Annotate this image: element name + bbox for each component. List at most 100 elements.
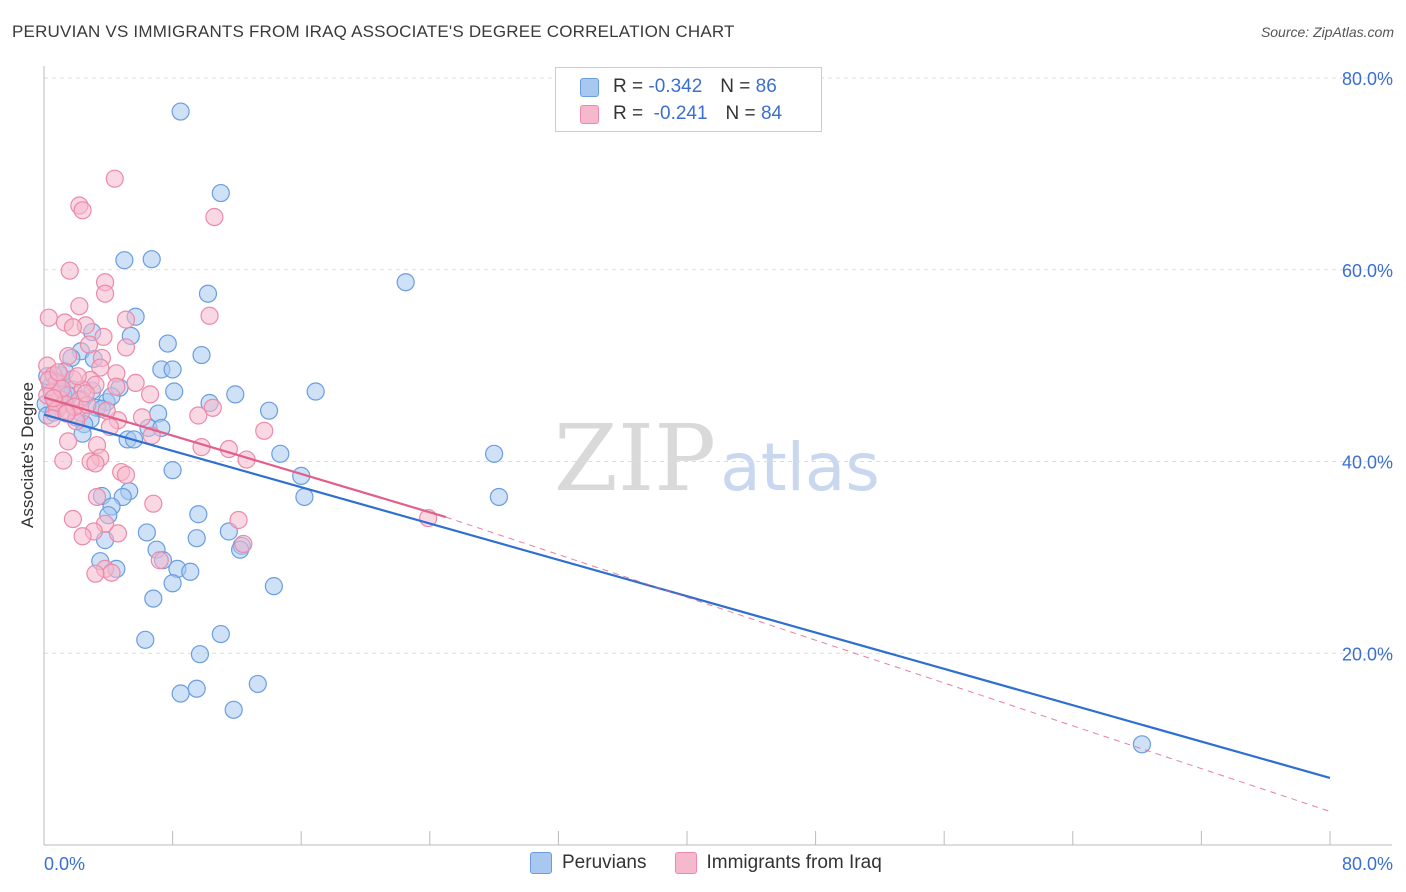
point-peruvians (187, 529, 206, 548)
legend-r-label: R = (613, 76, 644, 97)
point-iraq (255, 421, 274, 440)
point-peruvians (171, 102, 190, 121)
legend-n-value: 86 (755, 76, 777, 97)
point-peruvians (224, 700, 243, 719)
point-peruvians (142, 250, 161, 269)
point-peruvians (485, 444, 504, 463)
point-iraq (73, 527, 92, 546)
point-peruvians (396, 273, 415, 292)
legend-r-value: -0.241 (653, 103, 708, 124)
series-legend-iraq: Immigrants from Iraq (674, 852, 882, 874)
series-legend-peruvians: Peruvians (530, 852, 647, 874)
point-iraq (116, 310, 136, 329)
point-peruvians (144, 589, 163, 608)
x-tick-label: 0.0% (44, 854, 85, 874)
series-swatch-peruvians (530, 852, 552, 874)
legend-swatch-iraq (580, 104, 599, 124)
point-peruvians (115, 251, 134, 270)
point-peruvians (187, 679, 206, 698)
source-label: Source: ZipAtlas.com (1260, 24, 1394, 40)
y-tick-label: 80.0% (1342, 69, 1393, 89)
point-iraq (102, 563, 121, 582)
point-iraq (70, 297, 89, 316)
point-iraq (234, 534, 253, 554)
point-peruvians (226, 385, 245, 404)
point-peruvians (306, 382, 325, 401)
point-iraq (107, 377, 126, 396)
point-peruvians (158, 334, 177, 353)
watermark-zip: ZIP (554, 405, 716, 512)
point-peruvians (1132, 735, 1152, 754)
point-peruvians (271, 444, 290, 463)
point-iraq (68, 367, 87, 386)
x-tick-label: 80.0% (1342, 854, 1393, 874)
point-peruvians (211, 183, 230, 203)
point-iraq (39, 308, 58, 327)
point-iraq (87, 487, 107, 507)
legend-n-value: 84 (760, 103, 783, 124)
point-iraq (116, 338, 136, 357)
legend-row-peruvians: R = -0.342 N = 86 (580, 75, 777, 99)
point-iraq (94, 327, 113, 346)
point-iraq (116, 465, 136, 485)
point-iraq (203, 398, 222, 417)
point-peruvians (295, 487, 314, 507)
point-iraq (63, 318, 83, 337)
legend-r-value: -0.342 (648, 76, 703, 97)
point-iraq (76, 384, 95, 403)
point-iraq (73, 201, 92, 220)
point-iraq (229, 510, 248, 530)
point-iraq (49, 363, 68, 382)
point-iraq (63, 509, 83, 529)
legend-row-iraq: R = -0.241 N = 84 (580, 102, 782, 126)
trendline-iraq-extension (445, 516, 1331, 812)
point-peruvians (189, 505, 208, 524)
y-tick-label: 60.0% (1342, 261, 1393, 281)
point-iraq (150, 551, 169, 570)
trendline-iraq (43, 396, 447, 519)
point-iraq (60, 261, 79, 280)
point-peruvians (489, 487, 509, 507)
point-iraq (59, 346, 78, 366)
point-peruvians (181, 562, 200, 581)
point-peruvians (190, 645, 210, 664)
legend-n-label: N = (725, 103, 756, 124)
chart-title: PERUVIAN VS IMMIGRANTS FROM IRAQ ASSOCIA… (12, 22, 735, 41)
point-peruvians (163, 574, 182, 593)
legend-swatch-peruvians (580, 77, 599, 97)
point-peruvians (171, 684, 190, 703)
series-legend: Peruvians Immigrants from Iraq (530, 852, 910, 874)
point-iraq (95, 284, 115, 303)
point-iraq (86, 454, 105, 473)
trendline-peruvians (43, 413, 1331, 779)
correlation-legend: R = -0.342 N = 86 R = -0.241 N = 84 (555, 67, 822, 132)
point-iraq (132, 408, 152, 427)
point-iraq (126, 373, 145, 392)
point-iraq (59, 432, 78, 451)
point-peruvians (211, 624, 230, 644)
series-label-iraq: Immigrants from Iraq (706, 852, 882, 873)
point-peruvians (192, 345, 211, 365)
point-iraq (205, 207, 224, 227)
point-iraq (105, 169, 124, 188)
point-iraq (200, 306, 219, 325)
point-peruvians (136, 630, 155, 649)
series-swatch-iraq (674, 852, 697, 874)
point-peruvians (165, 382, 184, 401)
point-iraq (189, 406, 208, 425)
point-peruvians (198, 284, 218, 303)
point-peruvians (259, 401, 279, 420)
y-tick-label: 20.0% (1342, 644, 1393, 664)
point-iraq (140, 385, 160, 404)
legend-n-label: N = (720, 76, 751, 97)
point-iraq (79, 335, 99, 354)
point-peruvians (163, 461, 182, 480)
legend-r-label: R = (613, 103, 644, 124)
point-iraq (108, 524, 128, 543)
point-iraq (144, 494, 163, 513)
point-peruvians (248, 674, 267, 694)
point-peruvians (264, 577, 283, 596)
y-tick-label: 40.0% (1342, 453, 1393, 473)
series-label-peruvians: Peruvians (562, 852, 647, 873)
